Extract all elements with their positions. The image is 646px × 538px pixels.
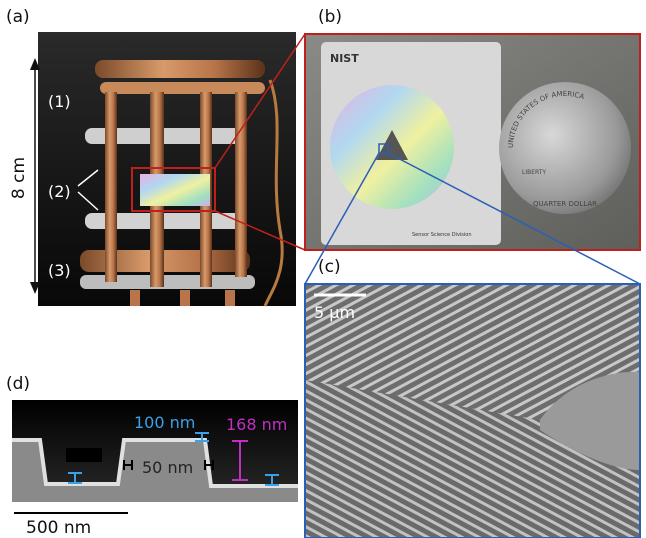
level-label: (2) <box>48 182 71 201</box>
zoom-line <box>214 210 306 251</box>
coin <box>499 82 631 214</box>
scale-label: 500 nm <box>26 518 91 538</box>
sem-d <box>12 400 298 502</box>
card-footer: Sensor Science Division <box>412 232 472 238</box>
zoom-box <box>131 167 216 212</box>
dim-label: 100 nm <box>134 413 195 432</box>
scale-label: 5 µm <box>314 303 355 322</box>
panel-label: (d) <box>6 374 30 394</box>
cryostat <box>80 60 284 307</box>
dim-marker <box>195 432 209 442</box>
dim-marker <box>68 472 279 486</box>
dim-marker <box>232 440 248 481</box>
dim-label: 168 nm <box>226 415 287 434</box>
panel-frame <box>304 283 641 538</box>
level-label: (3) <box>48 261 71 280</box>
dim-marker <box>123 460 214 470</box>
dim-label: 50 nm <box>142 458 193 477</box>
card-text: NIST <box>330 52 359 65</box>
level-label: (1) <box>48 92 71 111</box>
panel-label: (a) <box>6 7 30 27</box>
coin-text: LIBERTY <box>522 169 546 176</box>
pointer <box>77 169 99 211</box>
zoom-line <box>387 152 641 285</box>
sem-c <box>305 284 640 538</box>
panel-label: (b) <box>318 7 342 27</box>
coin-text: QUARTER DOLLAR <box>533 200 597 208</box>
zoom-line <box>214 33 306 169</box>
panel-label: (c) <box>318 257 341 277</box>
zoom-box <box>378 143 389 154</box>
scale-label: 8 cm <box>9 157 29 199</box>
zoom-line <box>304 152 380 285</box>
